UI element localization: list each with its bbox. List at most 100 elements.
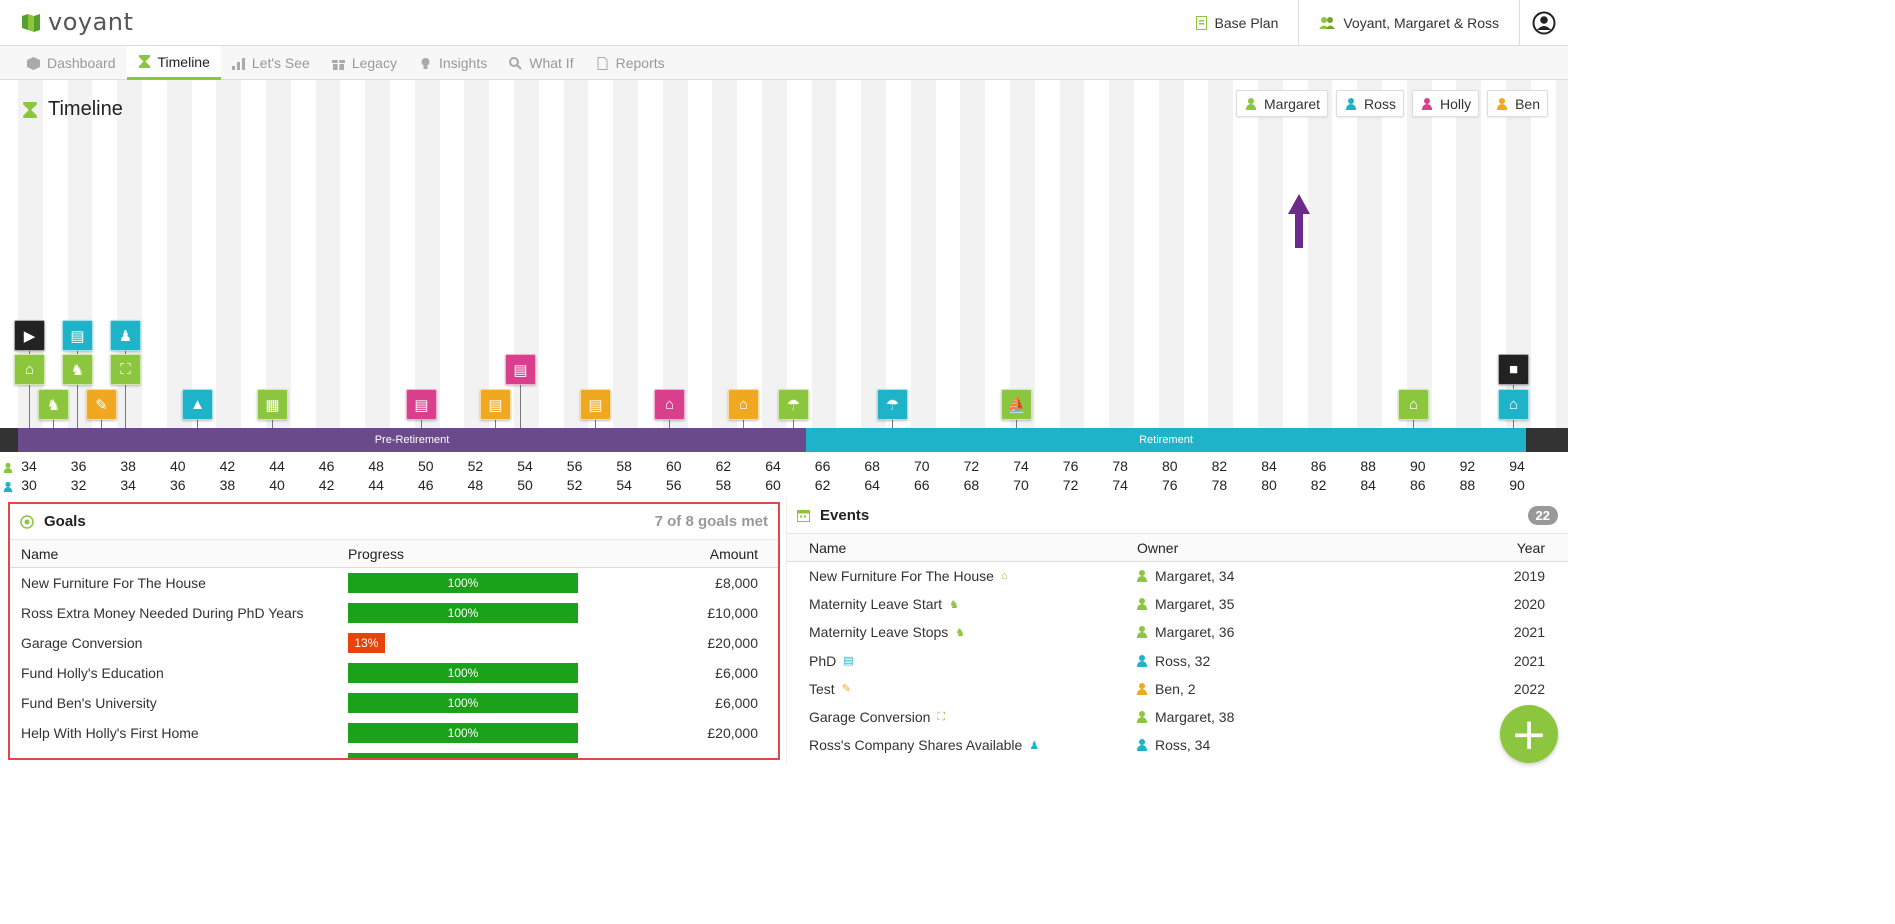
document-icon — [596, 56, 609, 70]
age-row-ross: 30 32 34 36 38 40 42 44 46 48 50 52 54 56 58 60 62 64 66 68… — [0, 477, 1568, 495]
table-row[interactable]: Maternity Leave Start ♞ Margaret, 35 2020 — [787, 590, 1568, 618]
table-row[interactable]: PhD ▤ Ross, 32 2021 — [787, 647, 1568, 675]
age-label: 76 — [1062, 458, 1079, 474]
age-label: 68 — [963, 477, 980, 493]
progress-bar-fill: 13% — [348, 633, 385, 653]
age-label: 60 — [666, 458, 682, 474]
stop-icon[interactable]: ■ — [1498, 354, 1529, 385]
tombstone-icon[interactable]: ⌂ — [1398, 389, 1429, 420]
age-label: 56 — [666, 477, 682, 493]
graduation-cap-icon[interactable]: ▲ — [182, 389, 213, 420]
events-title: Events — [820, 507, 870, 524]
tab-label: Insights — [438, 55, 488, 71]
phase-label: Pre-Retirement — [374, 434, 450, 446]
column-header-name[interactable]: Name — [21, 545, 59, 562]
shopping-cart-icon[interactable]: ⛶ — [110, 354, 141, 385]
goal-progress: 100% — [338, 603, 598, 623]
rocking-horse-icon[interactable]: ♞ — [38, 389, 69, 420]
book-icon[interactable]: ▤ — [406, 389, 437, 420]
person-tie-icon[interactable]: ♟ — [110, 320, 141, 351]
column-header-name[interactable]: Name — [809, 539, 847, 556]
timeline-panel: Timeline Margaret Ross Holly Ben — [0, 80, 1568, 498]
timeline-grid-stripe — [216, 80, 242, 428]
goal-amount: £20,000 — [707, 635, 758, 651]
umbrella-icon[interactable]: ☂ — [778, 389, 809, 420]
person-ben-button[interactable]: Ben — [1487, 90, 1548, 117]
table-row[interactable]: New Furniture For The House 100% £8,000 — [10, 568, 778, 598]
table-row[interactable]: Maternity Leave Stops ♞ Margaret, 36 2021 — [787, 618, 1568, 646]
add-button[interactable]: + — [1500, 705, 1558, 763]
phase-pre-retirement[interactable]: Pre-Retirement — [18, 428, 806, 452]
person-label: Ross — [1364, 95, 1396, 112]
rocking-horse-icon[interactable]: ♞ — [62, 354, 93, 385]
person-icon — [1137, 682, 1147, 695]
tab-what-if[interactable]: What If — [498, 46, 584, 80]
sailboat-icon[interactable]: ⛵ — [1001, 389, 1032, 420]
plan-selector[interactable]: Base Plan — [1176, 0, 1300, 46]
baby-bottle-icon[interactable]: ✎ — [86, 389, 117, 420]
age-label: 76 — [1162, 477, 1178, 493]
age-label: 72 — [963, 458, 980, 474]
person-holly-button[interactable]: Holly — [1411, 90, 1480, 117]
column-header-year[interactable]: Year — [1516, 539, 1545, 556]
goals-summary: 7 of 8 goals met — [654, 513, 768, 530]
goal-amount: £10,000 — [707, 605, 758, 621]
event-owner: Margaret, 38 — [1155, 709, 1235, 726]
table-row[interactable]: Help Ben With First Home 100% £20,000 — [10, 748, 778, 758]
table-row[interactable]: New Furniture For The House ⌂ Margaret, 34… — [787, 562, 1568, 590]
tab-reports[interactable]: Reports — [585, 46, 676, 80]
house-icon[interactable]: ⌂ — [654, 389, 685, 420]
search-people-icon — [509, 56, 522, 70]
progress-bar: 100% — [348, 663, 578, 683]
book-icon[interactable]: ▤ — [62, 320, 93, 351]
tab-dashboard[interactable]: Dashboard — [16, 46, 127, 80]
table-row[interactable]: Ross's Company Shares Available ♟ Ross, 34 — [787, 731, 1568, 759]
calendar-icon[interactable]: ▦ — [257, 389, 288, 420]
tab-insights[interactable]: Insights — [408, 46, 498, 80]
table-row[interactable]: Garage Conversion ⛶ Margaret, 38 — [787, 703, 1568, 731]
table-row[interactable]: Help With Holly's First Home 100% £20,000 — [10, 718, 778, 748]
tab-timeline[interactable]: Timeline — [126, 46, 221, 80]
table-row[interactable]: Fund Holly's Education 100% £6,000 — [10, 658, 778, 688]
timeline-grid-stripe — [1357, 80, 1382, 428]
table-row[interactable]: Garage Conversion 13% £20,000 — [10, 628, 778, 658]
client-selector[interactable]: Voyant, Margaret & Ross — [1299, 0, 1520, 46]
table-row[interactable]: Ross Extra Money Needed During PhD Years… — [10, 598, 778, 628]
voyant-logo[interactable]: voyant — [20, 8, 133, 36]
house-icon[interactable]: ⌂ — [14, 354, 45, 385]
column-header-owner[interactable]: Owner — [1137, 539, 1179, 556]
umbrella-icon[interactable]: ☂ — [877, 389, 908, 420]
age-label: 44 — [368, 477, 384, 493]
column-header-progress[interactable]: Progress — [348, 545, 405, 562]
goal-amount: £8,000 — [715, 575, 758, 591]
tab-label: What If — [529, 55, 574, 71]
table-row[interactable]: Test ✎ Ben, 2 2022 — [787, 675, 1568, 703]
person-margaret-button[interactable]: Margaret — [1236, 90, 1329, 117]
person-ross-button[interactable]: Ross — [1336, 90, 1404, 117]
tab-legacy[interactable]: Legacy — [321, 46, 408, 80]
book-icon[interactable]: ▤ — [580, 389, 611, 420]
user-account-icon — [1532, 11, 1556, 35]
column-header-amount[interactable]: Amount — [709, 545, 758, 562]
account-menu[interactable] — [1520, 0, 1568, 46]
tombstone-icon[interactable]: ⌂ — [1498, 389, 1529, 420]
phase-retirement[interactable]: Retirement — [806, 428, 1526, 452]
age-label: 64 — [864, 477, 880, 493]
play-icon[interactable]: ▶ — [14, 320, 45, 351]
progress-bar-fill: 100% — [348, 573, 578, 593]
timeline-grid-stripe — [414, 80, 440, 428]
house-icon[interactable]: ⌂ — [728, 389, 759, 420]
page-title: Timeline — [48, 98, 123, 120]
tab-lets-see[interactable]: Let's See — [221, 46, 321, 80]
timeline-grid-stripe — [712, 80, 738, 428]
book-icon[interactable]: ▤ — [505, 354, 536, 385]
goal-amount: £6,000 — [715, 695, 758, 711]
events-header: Events 22 — [787, 498, 1568, 534]
book-icon[interactable]: ▤ — [480, 389, 511, 420]
timeline-grid-stripe — [1307, 80, 1333, 428]
event-stem — [793, 419, 794, 428]
event-owner: Margaret, 34 — [1155, 568, 1235, 585]
goals-panel: Goals 7 of 8 goals met Name Progress Amo… — [8, 502, 780, 760]
age-label: 90 — [1509, 477, 1525, 493]
table-row[interactable]: Fund Ben's University 100% £6,000 — [10, 688, 778, 718]
